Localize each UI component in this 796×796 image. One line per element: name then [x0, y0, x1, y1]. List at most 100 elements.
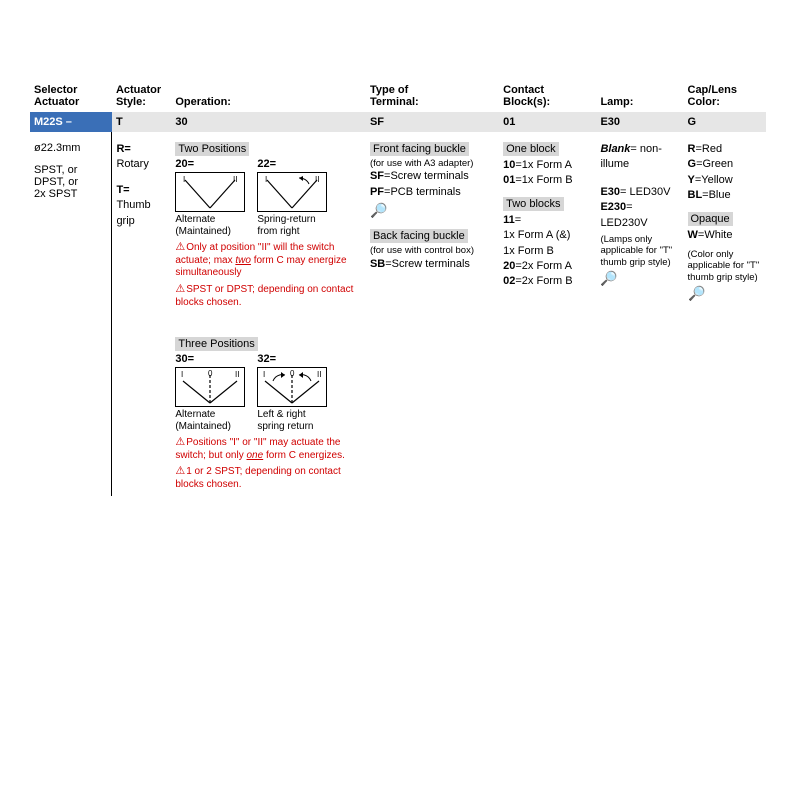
sb-k: SB [370, 258, 385, 270]
hdr-style-l1: Actuator [116, 84, 161, 96]
op-30-cap2: (Maintained) [175, 421, 247, 433]
header-row: Selector Actuator Actuator Style: Operat… [30, 80, 766, 112]
style-r-val: Rotary [116, 158, 148, 170]
code-color: G [684, 112, 766, 132]
svg-text:II: II [315, 175, 319, 184]
hdr-terminal-l1: Type of [370, 84, 408, 96]
b02-k: 02 [503, 275, 515, 287]
hdr-selector-l1: Selector [34, 84, 77, 96]
svg-text:II: II [235, 370, 239, 379]
diagram-22-icon: I II [257, 172, 327, 212]
col-operation-body: Two Positions 20= I II Alternate (Mainta… [171, 132, 366, 496]
code-row: M22S – T 30 SF 01 E30 G [30, 112, 766, 132]
col-selector-body: ø22.3mm SPST, or DPST, or 2x SPST [30, 132, 112, 496]
b11-v2: 1x Form A (&) [503, 228, 592, 243]
op-30-k: 30= [175, 353, 194, 365]
hdr-lamp-l: Lamp: [600, 96, 633, 108]
b20-k: 20 [503, 260, 515, 272]
style-t-key: T= [116, 184, 129, 196]
hdr-selector-l2: Actuator [34, 96, 79, 108]
svg-text:I: I [181, 370, 183, 379]
op-20-cap2: (Maintained) [175, 226, 247, 238]
three-warn-1: ⚠Positions "I" or "II" may actuate the s… [175, 436, 362, 462]
two-warn-1: ⚠Only at position "II" will the switch a… [175, 241, 362, 280]
back-buckle-title: Back facing buckle [370, 229, 468, 243]
hdr-lamp: Lamp: [596, 80, 683, 112]
b01-k: 01 [503, 174, 515, 186]
b20-v: =2x Form A [515, 260, 572, 272]
op-32-cap1: Left & right [257, 409, 329, 421]
back-buckle-note: (for use with control box) [370, 245, 495, 256]
hdr-terminal: Type of Terminal: [366, 80, 499, 112]
col-color-body: R=Red G=Green Y=Yellow BL=Blue Opaque W=… [684, 132, 766, 496]
b02-v: =2x Form B [515, 275, 572, 287]
front-buckle-note: (for use with A3 adapter) [370, 158, 495, 169]
op-32: 32= I 0 II Left & right spring return [257, 353, 329, 432]
code-blocks: 01 [499, 112, 596, 132]
svg-text:I: I [183, 175, 185, 184]
hdr-style: Actuator Style: [112, 80, 171, 112]
three-warn-2t: 1 or 2 SPST; depending on contact blocks… [175, 466, 340, 490]
svg-text:II: II [233, 175, 237, 184]
color-bl-k: BL [688, 189, 703, 201]
one-block-title: One block [503, 142, 559, 156]
b10-v: =1x Form A [515, 159, 572, 171]
color-g-k: G [688, 158, 697, 170]
color-r-v: =Red [695, 143, 722, 155]
code-style: T [112, 112, 171, 132]
svg-text:II: II [317, 370, 321, 379]
hdr-color-l2: Color: [688, 96, 720, 108]
color-bl-v: =Blue [702, 189, 730, 201]
two-block-title: Two blocks [503, 197, 563, 211]
body-row: ø22.3mm SPST, or DPST, or 2x SPST R= Rot… [30, 132, 766, 496]
front-buckle-title: Front facing buckle [370, 142, 469, 156]
op-32-cap2: spring return [257, 421, 329, 433]
color-note: (Color only applicable for "T" thumb gri… [688, 249, 762, 283]
three-warn-2: ⚠1 or 2 SPST; depending on contact block… [175, 465, 362, 491]
svg-text:I: I [263, 370, 265, 379]
spec-l2: DPST, or [34, 176, 107, 188]
pf-k: PF [370, 186, 384, 198]
color-w-v: =White [698, 229, 733, 241]
op-20-cap1: Alternate [175, 214, 247, 226]
op-30-cap1: Alternate [175, 409, 247, 421]
diagram-20-icon: I II [175, 172, 245, 212]
col-terminal-body: Front facing buckle (for use with A3 ada… [366, 132, 499, 496]
hdr-color-l1: Cap/Lens [688, 84, 738, 96]
col-lamp-body: Blank= non-illume E30= LED30V E230= LED2… [596, 132, 683, 496]
hdr-blocks-l2: Block(s): [503, 96, 550, 108]
hdr-style-l2: Style: [116, 96, 146, 108]
color-g-v: =Green [696, 158, 733, 170]
code-model: M22S – [30, 112, 112, 132]
magnify-icon[interactable]: 🔍 [688, 285, 705, 302]
diagram-32-icon: I 0 II [257, 367, 327, 407]
magnify-icon[interactable]: 🔍 [370, 202, 387, 219]
three-pos-title: Three Positions [175, 337, 257, 351]
magnify-icon[interactable]: 🔍 [600, 270, 617, 287]
op-32-k: 32= [257, 353, 276, 365]
code-lamp: E30 [596, 112, 683, 132]
selector-spec-table: Selector Actuator Actuator Style: Operat… [30, 80, 766, 496]
opaque-title: Opaque [688, 212, 733, 226]
b01-v: =1x Form B [515, 174, 572, 186]
op-20: 20= I II Alternate (Maintained) [175, 158, 247, 237]
pf-v: =PCB terminals [384, 186, 461, 198]
sf-v: =Screw terminals [384, 170, 469, 182]
b11-eq: = [515, 214, 521, 226]
warn-icon: ⚠ [175, 436, 186, 448]
hdr-color: Cap/Lens Color: [684, 80, 766, 112]
spec-l1: SPST, or [34, 164, 107, 176]
col-blocks-body: One block 10=1x Form A 01=1x Form B Two … [499, 132, 596, 496]
warn-icon: ⚠ [175, 465, 186, 477]
spec-l3: 2x SPST [34, 188, 107, 200]
op-22: 22= I II Spring-return from right [257, 158, 329, 237]
warn-icon: ⚠ [175, 241, 186, 253]
op-22-cap2: from right [257, 226, 329, 238]
hdr-terminal-l2: Terminal: [370, 96, 419, 108]
code-operation: 30 [171, 112, 366, 132]
diagram-30-icon: I 0 II [175, 367, 245, 407]
hdr-operation: Operation: [171, 80, 366, 112]
hdr-blocks-l1: Contact [503, 84, 544, 96]
b10-k: 10 [503, 159, 515, 171]
two-warn-2: ⚠SPST or DPST; depending on contact bloc… [175, 283, 362, 309]
